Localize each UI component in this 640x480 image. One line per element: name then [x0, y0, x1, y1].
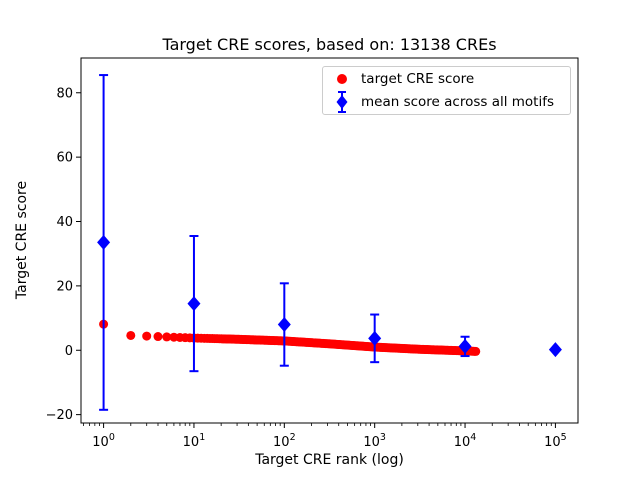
- x-tick-label: 102: [273, 432, 296, 450]
- x-tick-label: 105: [544, 432, 567, 450]
- legend-label: target CRE score: [361, 71, 475, 88]
- red-point: [153, 332, 163, 342]
- red-point: [471, 346, 481, 356]
- x-tick-label: 101: [183, 432, 206, 450]
- blue-mean-point: [548, 342, 562, 358]
- blue-mean-point: [458, 338, 472, 354]
- blue-mean-point: [187, 296, 201, 312]
- red-point: [142, 331, 152, 341]
- x-axis-label: Target CRE rank (log): [255, 452, 404, 468]
- y-tick-label: 40: [56, 215, 73, 230]
- blue-mean-point: [97, 234, 111, 250]
- y-tick-label: 60: [56, 151, 73, 166]
- y-axis-label: Target CRE score: [14, 180, 30, 300]
- blue-diamond-errorbar-marker-icon: [323, 90, 361, 114]
- chart-title: Target CRE scores, based on: 13138 CREs: [162, 35, 497, 54]
- blue-mean-point: [277, 317, 291, 333]
- y-tick-label: 20: [56, 279, 73, 294]
- x-tick-label: 103: [363, 432, 386, 450]
- y-tick-label: −20: [46, 408, 73, 423]
- x-tick-label: 104: [454, 432, 477, 450]
- red-point: [162, 332, 172, 342]
- legend-item-mean-score: mean score across all motifs: [323, 90, 570, 114]
- legend-item-target-score: target CRE score: [323, 68, 570, 90]
- legend-label: mean score across all motifs: [361, 93, 555, 110]
- x-tick-label: 100: [92, 432, 115, 450]
- y-tick-label: 0: [65, 344, 73, 359]
- blue-mean-point: [368, 330, 382, 346]
- red-circle-marker-icon: [323, 74, 361, 85]
- legend: target CRE score mean score across all m…: [322, 66, 571, 115]
- y-tick-label: 80: [56, 86, 73, 101]
- red-point: [126, 330, 136, 340]
- axes-frame: [80, 57, 579, 424]
